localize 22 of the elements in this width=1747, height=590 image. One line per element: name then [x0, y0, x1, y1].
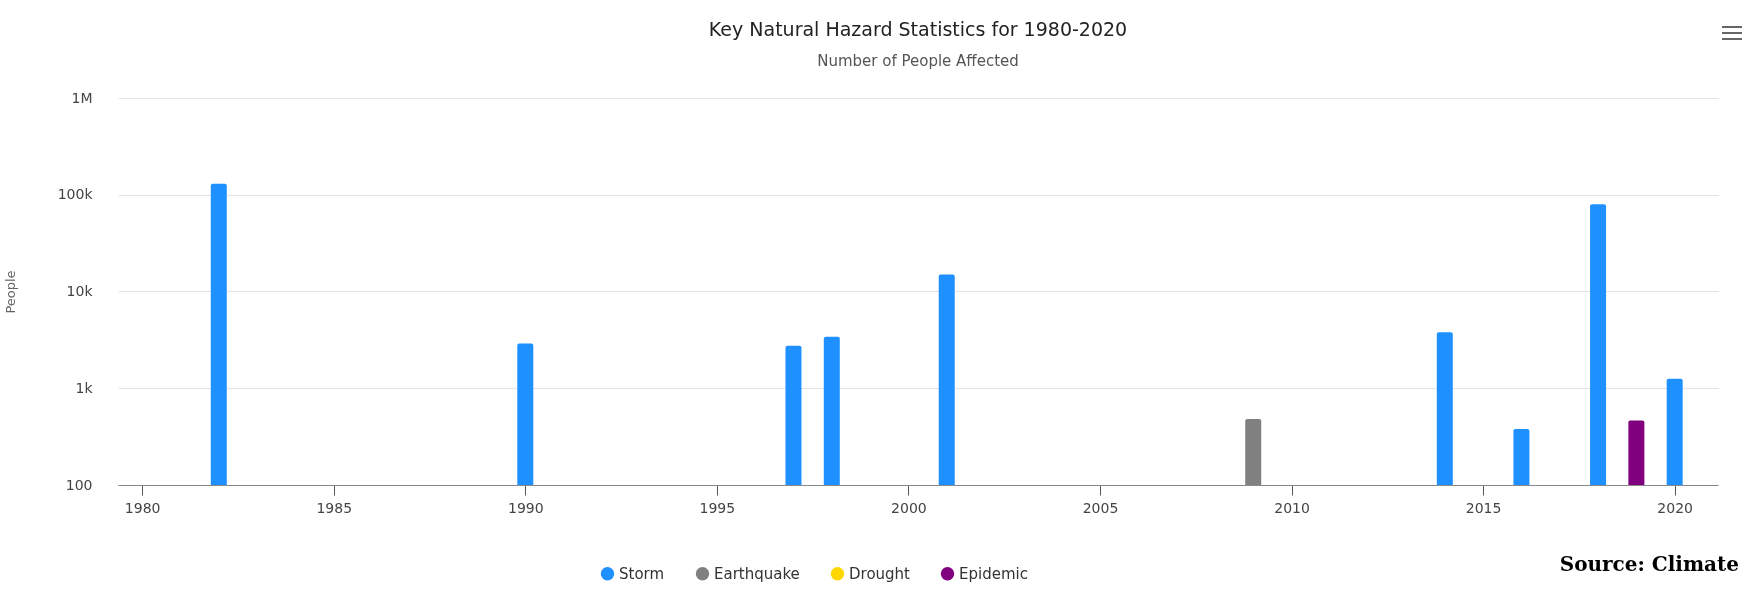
x-tick-label: 2020 [1657, 499, 1694, 516]
y-tick-label: 100k [57, 186, 94, 203]
y-tick-label: 100 [65, 476, 93, 493]
x-tick-label: 2000 [891, 499, 927, 516]
y-axis-title: People [2, 270, 18, 314]
source-note: Source: Climate [1559, 552, 1739, 576]
chart-title: Key Natural Hazard Statistics for 1980-2020 [708, 18, 1128, 40]
x-tick-label: 1995 [699, 499, 736, 516]
y-tick-label: 10k [66, 283, 94, 299]
legend-label: Storm [619, 564, 665, 583]
legend-label: Epidemic [959, 564, 1028, 583]
x-tick-label: 2005 [1082, 499, 1119, 516]
chart-subtitle: Number of People Affected [817, 52, 1019, 70]
x-tick-label: 2015 [1465, 499, 1502, 516]
y-tick-label: 1M [71, 89, 93, 106]
x-tick-label: 1980 [124, 499, 161, 516]
y-tick-label: 1k [75, 379, 94, 396]
legend-label: Earthquake [714, 564, 800, 583]
x-tick-label: 1985 [316, 499, 353, 516]
x-tick-label: 2010 [1274, 499, 1310, 516]
x-tick-label: 1990 [507, 499, 544, 516]
legend-label: Drought [849, 564, 911, 583]
